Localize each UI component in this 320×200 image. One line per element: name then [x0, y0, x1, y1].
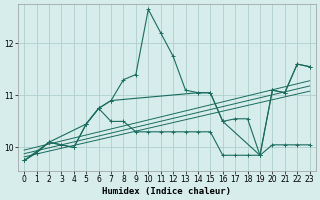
X-axis label: Humidex (Indice chaleur): Humidex (Indice chaleur) [102, 187, 231, 196]
